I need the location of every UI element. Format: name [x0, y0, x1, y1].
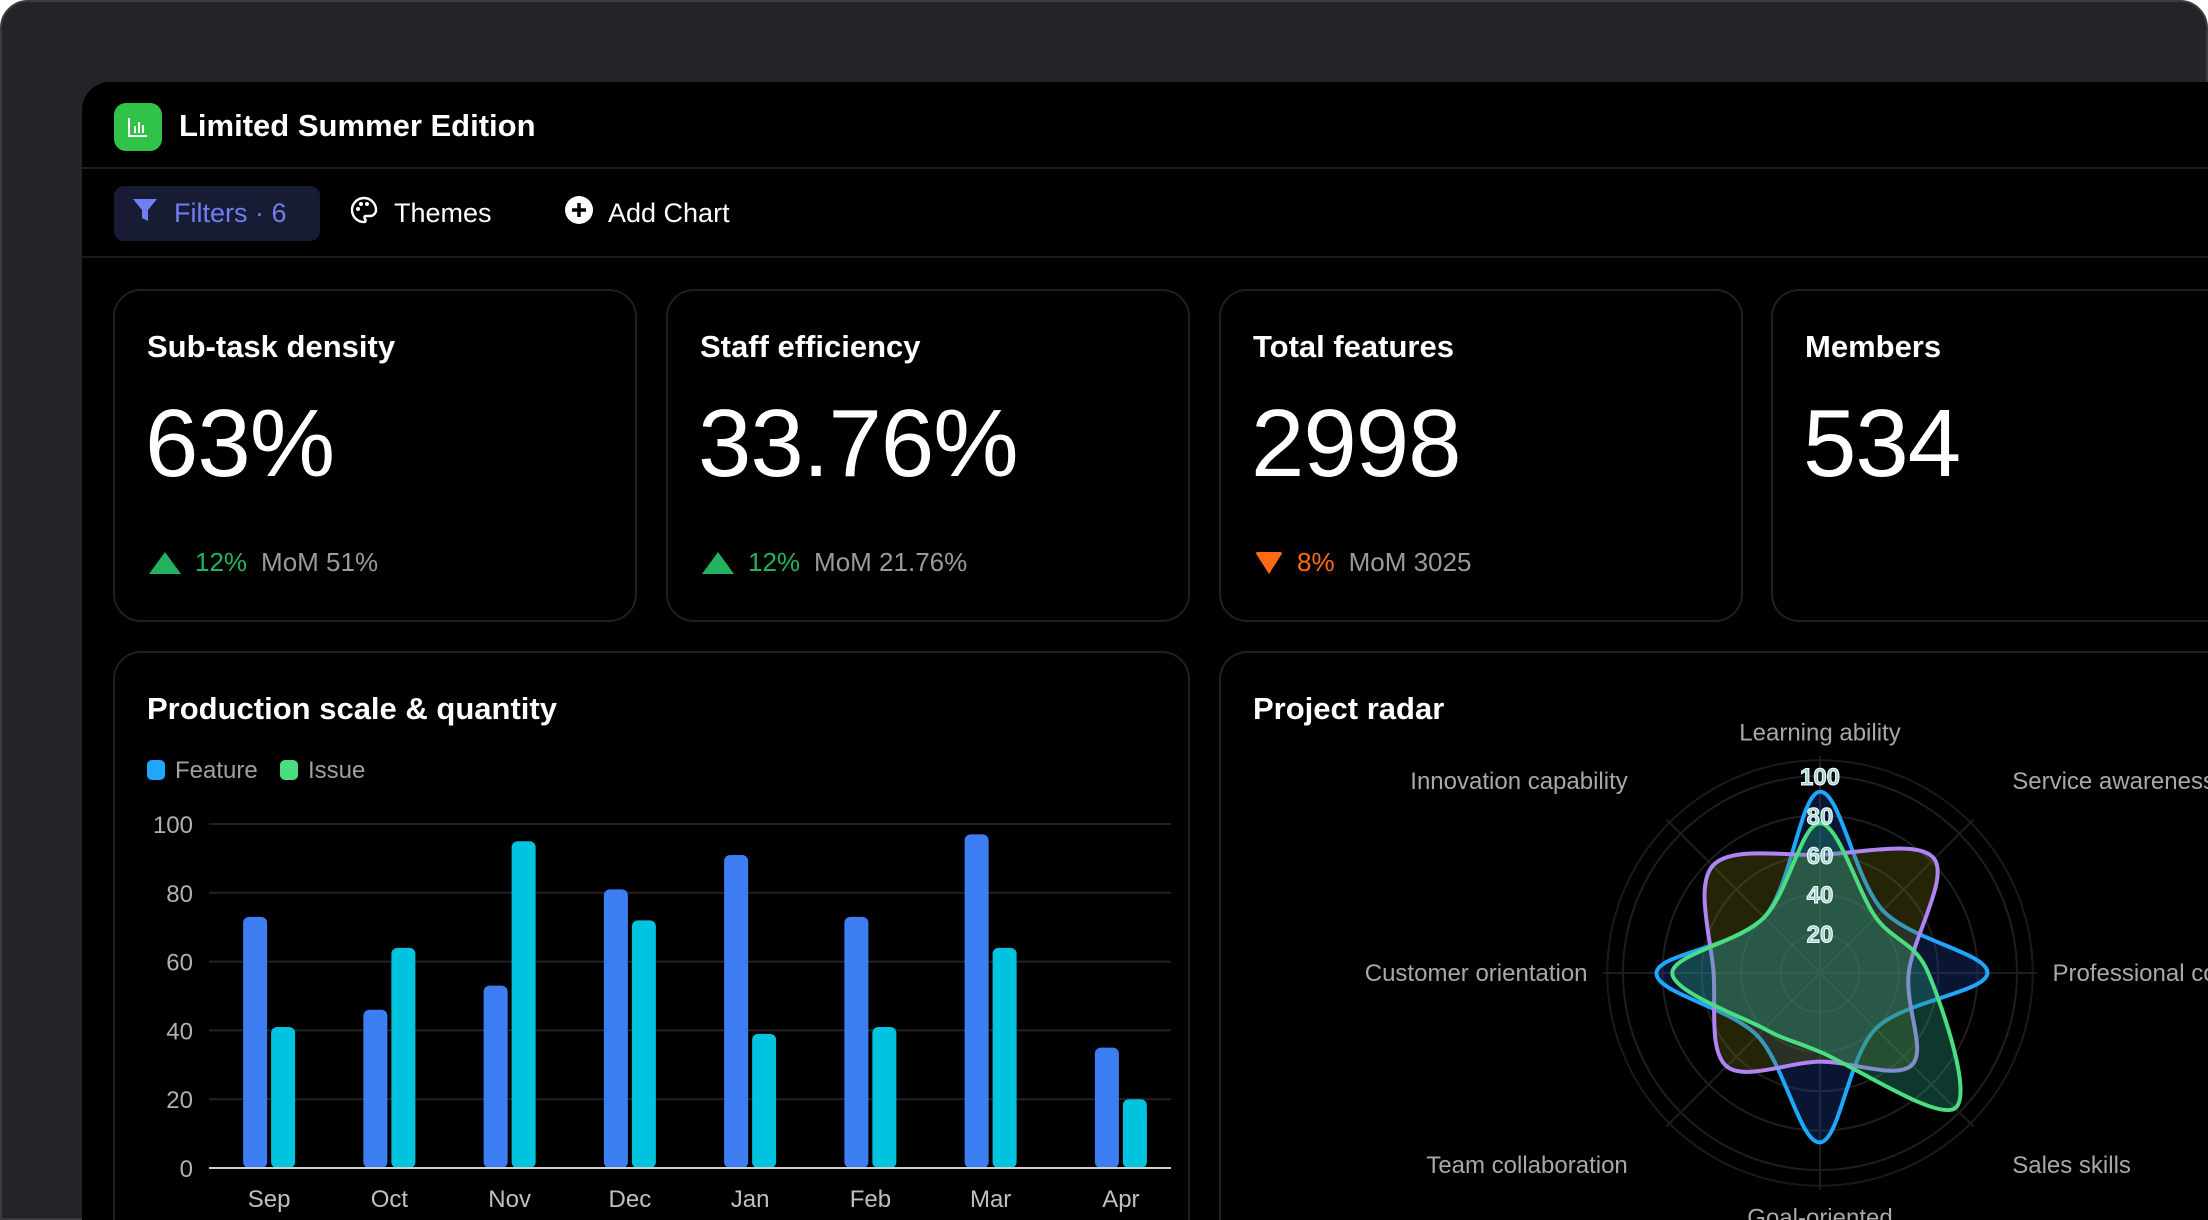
bar-issue: [271, 1026, 296, 1168]
kpi-card-members: Members 534: [1771, 289, 2208, 622]
radar-chart: Learning ability Service awareness Profess…: [1365, 720, 2208, 1220]
radar-axis-label: Professional competence: [2052, 960, 2208, 987]
add-chart-label: Add Chart: [608, 198, 730, 228]
bar-feature: [1094, 1047, 1119, 1168]
y-tick-label: 20: [166, 1087, 193, 1114]
trend-up-icon: [149, 551, 181, 574]
y-tick-label: 80: [166, 881, 193, 908]
y-tick-label: 40: [166, 1018, 193, 1045]
bar-issue: [631, 920, 656, 1168]
kpi-trend: 12% MoM 51%: [149, 547, 378, 578]
y-tick-label: 60: [166, 950, 193, 977]
kpi-value: 2998: [1251, 390, 1462, 497]
kpi-mom: MoM 51%: [261, 547, 379, 577]
bar-issue: [1122, 1099, 1147, 1168]
kpi-mom: MoM 21.76%: [814, 547, 968, 577]
x-tick-label: Jan: [731, 1186, 770, 1213]
radar-axis-label: Service awareness: [2012, 768, 2208, 795]
legend-label-feature: Feature: [175, 757, 258, 784]
radar-tick-label: 100: [1800, 764, 1840, 791]
bar-feature: [724, 854, 749, 1168]
bar-chart-card: Production scale & quantity Feature Issue…: [113, 651, 1190, 1220]
kpi-value: 63%: [145, 390, 335, 497]
x-tick-label: Mar: [970, 1186, 1011, 1213]
bar-chart-icon: [114, 103, 162, 151]
kpi-value: 33.76%: [698, 390, 1019, 497]
themes-button[interactable]: Themes: [332, 186, 508, 241]
themes-label: Themes: [394, 198, 492, 228]
kpi-trend: 12% MoM 21.76%: [702, 547, 967, 578]
radar-axis-label: Customer orientation: [1365, 960, 1588, 987]
bar-feature: [603, 889, 628, 1168]
filters-label: Filters · 6: [174, 198, 287, 228]
radar-axis-label: Team collaboration: [1426, 1152, 1627, 1179]
bar-feature: [964, 834, 989, 1168]
bar-issue: [872, 1026, 897, 1168]
bar-feature: [243, 916, 268, 1168]
radar-axis-label: Sales skills: [2012, 1152, 2131, 1179]
bar-feature: [844, 916, 869, 1168]
kpi-trend: 8% MoM 3025: [1255, 547, 1471, 578]
kpi-title: Members: [1805, 329, 1942, 364]
bar-issue: [992, 947, 1017, 1168]
trend-down-icon: [1255, 551, 1283, 574]
y-tick-label: 100: [153, 812, 193, 839]
x-tick-label: Apr: [1102, 1186, 1139, 1213]
radar-tick-label: 60: [1807, 843, 1834, 870]
bar-issue: [391, 947, 416, 1168]
kpi-title: Sub-task density: [147, 329, 396, 364]
x-tick-label: Oct: [371, 1186, 409, 1213]
bar-issue: [511, 841, 536, 1168]
kpi-card-staff-efficiency: Staff efficiency 33.76% 12% MoM 21.76%: [666, 289, 1190, 622]
plus-circle-icon: [564, 195, 594, 232]
filters-button[interactable]: Filters · 6: [114, 186, 320, 241]
radar-tick-label: 40: [1807, 882, 1834, 909]
radar-tick-label: 20: [1807, 922, 1834, 949]
kpi-title: Staff efficiency: [700, 329, 921, 364]
kpi-title: Total features: [1253, 329, 1454, 364]
dashboard-window: Limited Summer Edition Filters · 6 Theme…: [82, 82, 2208, 1220]
radar-series-shape: [1670, 821, 1963, 1112]
radar-axis-label: Innovation capability: [1410, 768, 1627, 795]
radar-tick-label: 80: [1807, 803, 1834, 830]
x-tick-label: Nov: [488, 1186, 531, 1213]
x-tick-label: Feb: [850, 1186, 891, 1213]
radar-chart-card: Project radar Learning ability Service aw…: [1219, 651, 2208, 1220]
radar-axis-label: Goal-oriented: [1747, 1204, 1892, 1220]
x-tick-label: Dec: [609, 1186, 652, 1213]
radar-series-shape: [1702, 846, 1940, 1074]
filter-icon: [130, 195, 160, 232]
y-tick-label: 0: [180, 1156, 193, 1183]
radar-axis-label: Learning ability: [1739, 720, 1900, 747]
bar-feature: [483, 985, 508, 1168]
kpi-card-total-features: Total features 2998 8% MoM 3025: [1219, 289, 1743, 622]
bar-chart: Feature Issue 0 20 40 60 80 100 Sep Oct Nov Dec Jan F…: [147, 757, 1171, 1213]
chart-title: Project radar: [1253, 691, 1445, 726]
bar-issue: [752, 1033, 777, 1168]
app-title: Limited Summer Edition: [179, 108, 536, 143]
x-tick-label: Sep: [248, 1186, 291, 1213]
palette-icon: [348, 194, 380, 233]
toolbar: Filters · 6 Themes Add Chart: [82, 171, 2208, 258]
bar-feature: [363, 1009, 388, 1168]
radar-axis-line: [1666, 972, 1821, 1127]
add-chart-button[interactable]: Add Chart: [548, 186, 746, 241]
trend-up-icon: [702, 551, 734, 574]
radar-axis-line: [1819, 972, 1974, 1127]
kpi-change: 12%: [748, 547, 801, 577]
kpi-card-subtask-density: Sub-task density 63% 12% MoM 51%: [113, 289, 637, 622]
legend-swatch-feature: [147, 760, 165, 780]
kpi-mom: MoM 3025: [1348, 547, 1472, 577]
radar-axis-line: [1666, 819, 1821, 974]
kpi-change: 12%: [195, 547, 248, 577]
legend-swatch-issue: [280, 760, 298, 780]
kpi-change: 8%: [1297, 547, 1335, 577]
chart-title: Production scale & quantity: [147, 691, 557, 726]
kpi-value: 534: [1803, 390, 1961, 497]
legend-label-issue: Issue: [308, 757, 365, 784]
title-bar: Limited Summer Edition: [82, 82, 2208, 169]
radar-axis-line: [1819, 819, 1974, 974]
